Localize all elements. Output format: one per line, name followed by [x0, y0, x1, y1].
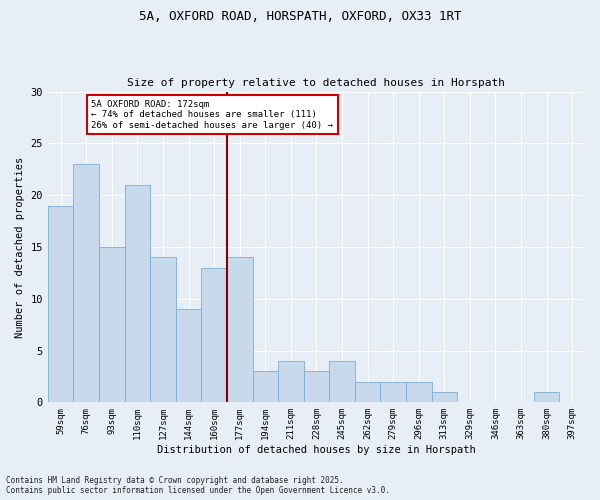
Bar: [304, 372, 329, 402]
Bar: [253, 372, 278, 402]
Bar: [150, 258, 176, 402]
Bar: [202, 268, 227, 402]
Bar: [99, 247, 125, 402]
Bar: [176, 309, 202, 402]
Bar: [406, 382, 431, 402]
Bar: [48, 206, 73, 402]
Bar: [329, 361, 355, 403]
Bar: [227, 258, 253, 402]
Y-axis label: Number of detached properties: Number of detached properties: [15, 156, 25, 338]
Bar: [431, 392, 457, 402]
Bar: [125, 185, 150, 402]
Bar: [534, 392, 559, 402]
Bar: [73, 164, 99, 402]
Bar: [380, 382, 406, 402]
Text: 5A, OXFORD ROAD, HORSPATH, OXFORD, OX33 1RT: 5A, OXFORD ROAD, HORSPATH, OXFORD, OX33 …: [139, 10, 461, 23]
Text: Contains HM Land Registry data © Crown copyright and database right 2025.
Contai: Contains HM Land Registry data © Crown c…: [6, 476, 390, 495]
Title: Size of property relative to detached houses in Horspath: Size of property relative to detached ho…: [127, 78, 505, 88]
Bar: [355, 382, 380, 402]
X-axis label: Distribution of detached houses by size in Horspath: Distribution of detached houses by size …: [157, 445, 476, 455]
Text: 5A OXFORD ROAD: 172sqm
← 74% of detached houses are smaller (111)
26% of semi-de: 5A OXFORD ROAD: 172sqm ← 74% of detached…: [91, 100, 333, 130]
Bar: [278, 361, 304, 403]
